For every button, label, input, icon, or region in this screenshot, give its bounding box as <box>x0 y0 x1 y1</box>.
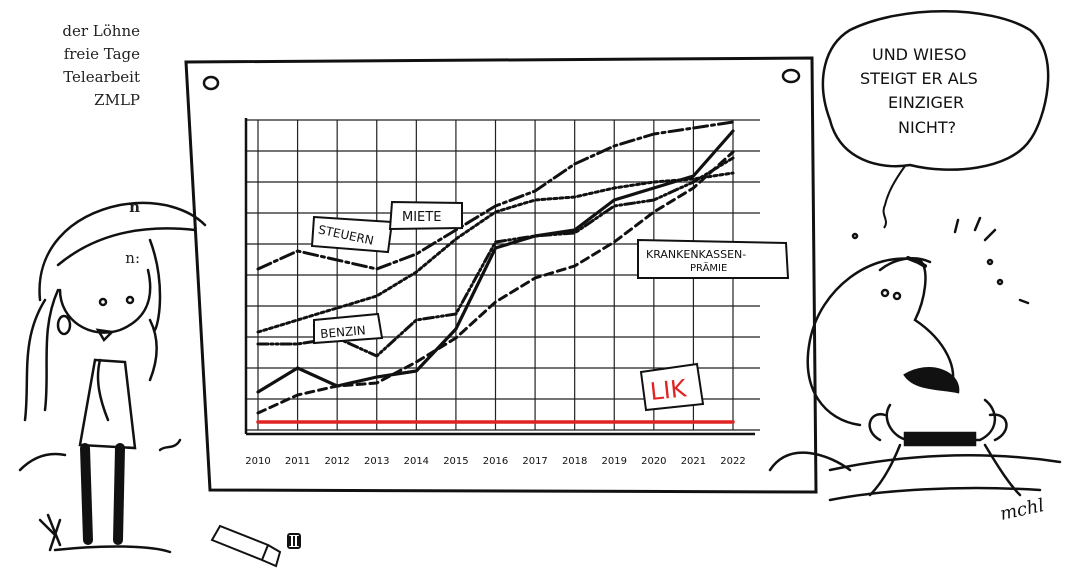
side-text-line: n: <box>125 249 140 267</box>
x-tick-label: 2019 <box>602 456 627 467</box>
label-krankenkasse: KRANKENKASSEN- PRÄMIE <box>637 238 790 279</box>
label-benzin-text: BENZIN <box>320 323 367 341</box>
speech-text: STEIGT ER ALS <box>860 69 978 88</box>
label-krankenkasse-text: KRANKENKASSEN- <box>646 248 746 261</box>
x-tick-label: 2016 <box>483 456 508 467</box>
series-line <box>256 120 735 271</box>
side-text-snippet: der Löhne freie Tage Telearbeit ZMLP n n… <box>0 0 140 300</box>
x-tick-label: 2012 <box>324 456 349 467</box>
man-character <box>768 216 1062 502</box>
x-tick-label: 2010 <box>245 456 270 467</box>
side-text-line: der Löhne <box>62 22 140 40</box>
label-lik-text: LIK <box>649 374 689 406</box>
x-tick-label: 2020 <box>641 456 666 467</box>
speech-text: UND WIESO <box>872 45 966 64</box>
pin-icon <box>202 75 220 91</box>
chart-ticks: 2010 2011 2012 2013 2014 2015 2016 2017 2018 2019… <box>245 456 745 467</box>
label-steuern: STEUERN <box>310 215 394 254</box>
x-tick-label: 2011 <box>285 456 310 467</box>
label-miete: MIETE <box>388 200 463 231</box>
series-line <box>256 171 735 334</box>
side-text-line: freie Tage <box>63 45 140 63</box>
label-krankenkasse-text: PRÄMIE <box>690 261 727 274</box>
tube-icon <box>210 524 282 568</box>
chart-axes <box>244 118 755 436</box>
series-line <box>256 129 735 394</box>
label-miete-text: MIETE <box>402 210 441 225</box>
cap-icon <box>287 533 301 549</box>
signature: mchl <box>998 495 1046 525</box>
side-text-line: Telearbeit <box>63 68 140 86</box>
label-lik: LIK <box>639 362 705 412</box>
speech-bubble: UND WIESO STEIGT ER ALS EINZIGER NICHT? <box>821 10 1050 229</box>
speech-text: EINZIGER <box>888 93 964 112</box>
x-tick-label: 2022 <box>720 456 745 467</box>
side-text-line: ZMLP <box>94 91 140 109</box>
x-tick-label: 2013 <box>364 456 389 467</box>
woman-character <box>18 201 207 554</box>
x-tick-label: 2017 <box>522 456 547 467</box>
label-benzin: BENZIN <box>313 312 384 345</box>
side-text-line: n <box>129 198 140 216</box>
speech-text: NICHT? <box>898 118 956 137</box>
pin-icon <box>781 68 801 84</box>
x-tick-label: 2015 <box>443 456 468 467</box>
x-tick-label: 2018 <box>562 456 587 467</box>
x-tick-label: 2014 <box>404 456 429 467</box>
x-tick-label: 2021 <box>681 456 706 467</box>
